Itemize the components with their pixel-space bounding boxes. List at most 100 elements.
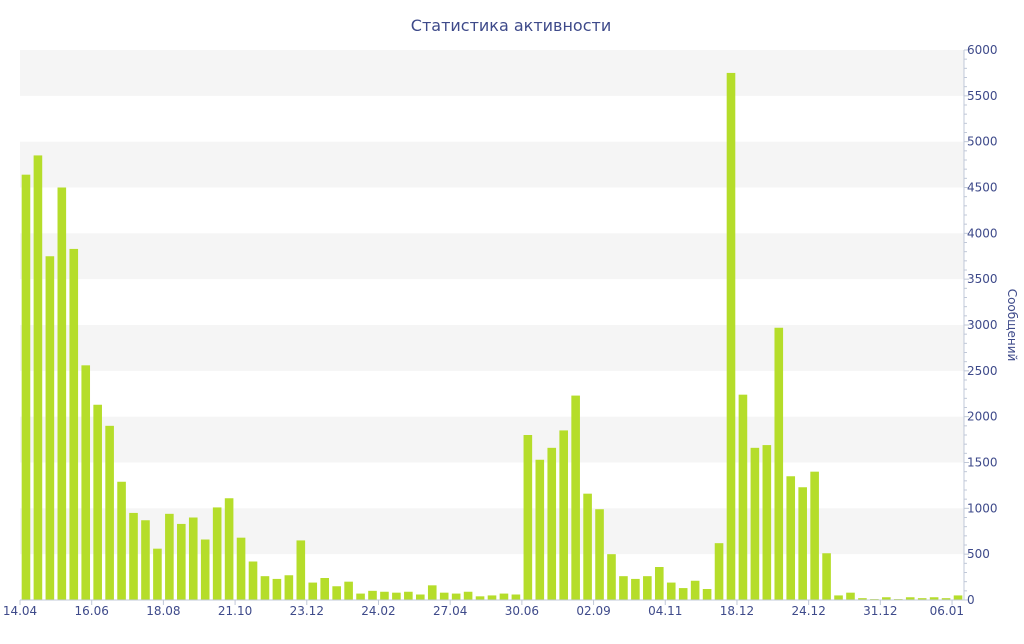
x-tick-label: 21.10 xyxy=(218,604,252,618)
bar xyxy=(798,487,807,600)
bar xyxy=(487,595,497,600)
bar xyxy=(69,248,79,601)
bar xyxy=(141,520,150,600)
bar xyxy=(702,589,712,600)
bar xyxy=(571,395,580,600)
bar xyxy=(882,597,891,600)
bar xyxy=(822,553,831,600)
bar xyxy=(320,578,330,600)
y-tick-label: 4500 xyxy=(967,181,998,195)
bar xyxy=(153,548,162,600)
bar xyxy=(368,590,377,600)
grid-band xyxy=(20,50,964,96)
bar xyxy=(643,576,652,600)
bar xyxy=(905,597,915,600)
bar xyxy=(451,593,461,600)
x-tick-label: 24.12 xyxy=(791,604,825,618)
bar xyxy=(33,155,43,601)
bar xyxy=(212,507,222,600)
bar xyxy=(463,591,473,600)
y-tick-label: 1500 xyxy=(967,456,998,470)
bar xyxy=(129,512,138,600)
x-tick-label: 24.02 xyxy=(361,604,395,618)
grid-band xyxy=(20,141,964,188)
bar xyxy=(666,582,676,600)
bar xyxy=(475,596,485,600)
bar xyxy=(284,575,294,600)
x-tick-label: 30.06 xyxy=(505,604,539,618)
grid-band xyxy=(20,325,964,371)
bar xyxy=(416,594,425,600)
x-tick-label: 18.08 xyxy=(146,604,180,618)
bar xyxy=(165,513,174,600)
bar xyxy=(786,476,796,600)
bar xyxy=(750,447,760,600)
bar xyxy=(595,509,604,600)
y-tick-label: 3000 xyxy=(967,318,998,332)
bar xyxy=(81,365,91,600)
bar xyxy=(535,459,545,600)
bar xyxy=(762,445,772,600)
bar xyxy=(344,581,353,600)
bar xyxy=(917,598,927,600)
x-tick-label: 14.04 xyxy=(3,604,37,618)
bar xyxy=(248,561,258,600)
bar xyxy=(499,593,509,600)
bar xyxy=(690,580,700,600)
y-tick-label: 6000 xyxy=(967,43,998,57)
y-tick-label: 5500 xyxy=(967,89,998,103)
bar xyxy=(738,394,748,600)
y-tick-label: 0 xyxy=(967,593,975,607)
y-tick-label: 2500 xyxy=(967,364,998,378)
bar xyxy=(427,585,437,600)
bar-series xyxy=(21,72,963,601)
bar xyxy=(117,481,126,600)
bar xyxy=(834,595,843,600)
bar xyxy=(929,597,939,600)
bar xyxy=(583,493,592,600)
x-axis-ticks: 14.04 16.06 18.08 21.10 23.12 24.02 27.04 30.06… xyxy=(3,600,964,618)
x-tick-label: 04.11 xyxy=(648,604,682,618)
bar xyxy=(21,174,31,601)
y-axis-title: Сообщений xyxy=(1005,289,1019,362)
y-tick-label: 3500 xyxy=(967,272,998,286)
bar xyxy=(93,404,102,600)
bar xyxy=(774,327,784,600)
bar xyxy=(296,540,306,600)
x-tick-label: 02.09 xyxy=(576,604,610,618)
bar xyxy=(404,591,413,600)
y-tick-label: 5000 xyxy=(967,135,998,149)
x-tick-label: 31.12 xyxy=(863,604,897,618)
bar xyxy=(260,576,270,600)
bar xyxy=(523,435,533,600)
bar xyxy=(678,588,688,600)
x-tick-label: 27.04 xyxy=(433,604,467,618)
bar xyxy=(559,430,568,600)
bar xyxy=(332,586,341,600)
y-tick-label: 2000 xyxy=(967,410,998,424)
bar xyxy=(714,543,724,600)
y-tick-label: 4000 xyxy=(967,226,998,240)
bar xyxy=(607,554,616,600)
bar xyxy=(547,447,557,600)
y-axis-ticks: 0 500 1000 1500 2000 2500 3000 3500 4000 4500 5000… xyxy=(964,43,998,607)
bar xyxy=(941,598,951,600)
x-tick-label: 23.12 xyxy=(290,604,324,618)
bar xyxy=(45,256,55,600)
bar xyxy=(308,582,318,600)
x-tick-label: 18.12 xyxy=(720,604,754,618)
bar xyxy=(631,578,640,600)
bar xyxy=(858,598,867,600)
y-tick-label: 1000 xyxy=(967,501,998,515)
chart-title: Статистика активности xyxy=(411,16,611,35)
bar xyxy=(356,593,365,600)
x-tick-label: 16.06 xyxy=(75,604,109,618)
bar xyxy=(846,592,855,600)
bar xyxy=(654,567,664,600)
bar xyxy=(105,425,114,600)
bar xyxy=(439,592,449,600)
grid-band xyxy=(20,416,964,463)
bar xyxy=(177,523,186,600)
